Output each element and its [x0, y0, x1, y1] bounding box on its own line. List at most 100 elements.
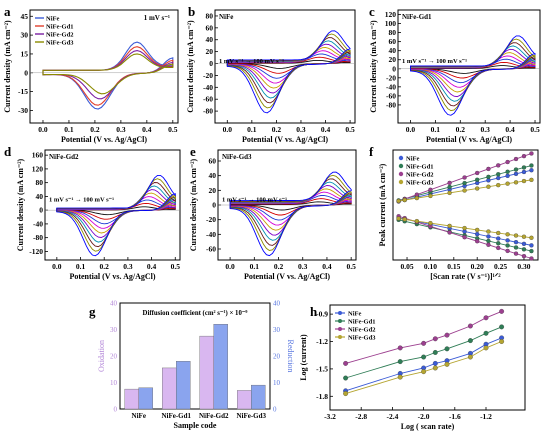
- y-tick-label-c: 120: [385, 10, 397, 19]
- y-tick-label-b: 60: [206, 23, 214, 32]
- data-point-NiFe-Gd1: [529, 163, 534, 168]
- data-point-NiFe-Gd2: [521, 153, 527, 159]
- x-tick-label-h: -2.0: [418, 412, 430, 421]
- data-point-NiFe-Gd2: [521, 253, 527, 259]
- plot-frame-f: [392, 149, 539, 261]
- panel-title-b: NiFe: [219, 13, 233, 21]
- data-point-NiFe-Gd3: [444, 361, 450, 367]
- y-tick-label-g: 10: [110, 379, 118, 387]
- panel-letter-c: c: [369, 4, 375, 19]
- y-tick-label-c: 60: [389, 37, 397, 46]
- data-point-NiFe-Gd3: [496, 183, 501, 188]
- y-tick-label-c: 80: [389, 28, 397, 37]
- y-tick-label-a: 45: [21, 12, 29, 21]
- y-tick-label-h: -1.2: [316, 337, 328, 346]
- legend-label-h: NiFe: [348, 311, 361, 318]
- data-point-NiFe-Gd2: [513, 156, 519, 162]
- legend-marker-f: [398, 155, 404, 161]
- data-point-NiFe: [505, 173, 510, 179]
- x-tick-label-e: 0.4: [322, 262, 332, 271]
- data-point-NiFe: [521, 169, 527, 175]
- bar-Reduction-NiFe-Gd2: [213, 324, 228, 410]
- data-point-NiFe-Gd3: [505, 232, 510, 237]
- x-tick-label-a: 0.5: [168, 125, 178, 134]
- legend-label-a: NiFe-Gd3: [46, 40, 74, 47]
- x-category-label-g: NiFe-Gd3: [236, 412, 266, 420]
- legend-label-f: NiFe-Gd1: [406, 164, 433, 171]
- cv-scan-curve-b: [226, 40, 351, 99]
- y-tick-label-b: 20: [206, 47, 214, 56]
- x-tick-label-d: 0.2: [100, 262, 110, 271]
- data-point-NiFe-Gd2: [513, 251, 519, 256]
- panel-letter-a: a: [4, 4, 11, 19]
- legend-marker-f: [398, 179, 404, 185]
- panel-letter-g: g: [89, 304, 96, 319]
- x-tick-label-d: 0.5: [171, 262, 181, 271]
- bar-Oxidation-NiFe-Gd2: [199, 335, 214, 410]
- legend-label-f: NiFe-Gd3: [406, 180, 434, 187]
- plot-frame-d: [44, 149, 181, 261]
- data-point-NiFe-Gd2: [486, 242, 491, 247]
- data-point-NiFe-Gd2: [529, 256, 534, 261]
- data-point-NiFe-Gd1: [421, 354, 427, 360]
- x-axis-label-g: Sample code: [174, 421, 217, 430]
- y-tick-label-e: 40: [209, 171, 217, 180]
- y-tick-label-b: 40: [206, 35, 214, 44]
- cv-curve-NiFe-Gd1: [42, 46, 174, 106]
- y-tick-label-e: -20: [206, 215, 216, 224]
- data-point-NiFe-Gd3: [462, 225, 467, 231]
- legend-marker-h: [338, 335, 342, 339]
- data-point-NiFe-Gd2: [475, 239, 480, 244]
- panel-title-c: NiFe-Gd1: [402, 13, 432, 21]
- y2-tick-label-g: 10: [273, 379, 281, 387]
- legend-label-h: NiFe-Gd2: [348, 327, 375, 334]
- cv-scan-curve-c: [410, 35, 536, 116]
- y-tick-label-g: 40: [110, 300, 118, 308]
- data-point-NiFe-Gd2: [343, 360, 349, 366]
- y-tick-label-e: -60: [206, 245, 216, 254]
- y-tick-label-c: 100: [385, 19, 397, 28]
- x-tick-label-e: 0.0: [225, 262, 235, 271]
- data-point-NiFe-Gd2: [505, 248, 510, 254]
- x-axis-label-b: Potential (V vs. Ag/AgCl): [242, 135, 328, 144]
- data-point-NiFe: [521, 241, 527, 246]
- scan-range-label-d: 1 mV s⁻¹ → 100 mV s⁻¹: [49, 197, 114, 204]
- plot-frame-h: [329, 304, 526, 411]
- panel-letter-h: h: [310, 304, 318, 319]
- data-point-NiFe-Gd3: [396, 216, 401, 221]
- y-tick-label-c: -80: [386, 100, 396, 109]
- data-point-NiFe: [432, 360, 438, 366]
- y-tick-label-a: 0: [24, 68, 28, 77]
- data-point-NiFe-Gd3: [447, 223, 452, 229]
- y-axis-label-d: Current density (mA cm⁻²): [16, 158, 25, 251]
- y-tick-label-d: -40: [33, 219, 43, 228]
- y-tick-label-c: -60: [386, 91, 396, 100]
- y2-tick-label-g: 30: [273, 326, 281, 334]
- y-axis-label-f: Peak current (mA cm⁻²): [378, 163, 387, 246]
- x-tick-label-b: 0.1: [247, 125, 257, 134]
- x-tick-label-h: -2.4: [386, 412, 398, 421]
- data-point-NiFe: [529, 243, 534, 248]
- y-axis-label-a: Current density (mA cm⁻²): [3, 20, 12, 113]
- y2-tick-label-g: 0: [273, 406, 277, 414]
- x-tick-label-f: 0.15: [447, 262, 460, 271]
- data-point-NiFe-Gd3: [505, 181, 510, 186]
- chart-title-g: Diffusion coefficient (cm² s⁻¹) × 10⁻⁹: [143, 310, 248, 317]
- data-point-NiFe-Gd3: [396, 198, 401, 204]
- scan-range-label-b: 1 mV s⁻¹ → 100 mV s⁻¹: [219, 58, 284, 65]
- cv-scan-curve-e: [229, 171, 352, 257]
- y-axis-label-e: Current density (mA cm⁻²): [189, 158, 198, 251]
- y-tick-label-h: -0.9: [316, 310, 328, 319]
- x-tick-label-a: 0.0: [38, 125, 48, 134]
- x-tick-label-e: 0.1: [250, 262, 260, 271]
- data-point-NiFe-Gd1: [521, 247, 527, 252]
- plot-frame-a: [29, 9, 179, 124]
- x-axis-label-e: Potential (V vs. Ag/AgCl): [244, 272, 330, 281]
- legend-label-h: NiFe-Gd1: [348, 319, 375, 326]
- data-point-NiFe-Gd1: [496, 241, 501, 246]
- y2-tick-label-g: 40: [273, 300, 281, 308]
- data-point-NiFe-Gd1: [505, 243, 510, 248]
- legend-label-f: NiFe: [406, 156, 419, 163]
- data-point-NiFe-Gd2: [421, 340, 427, 346]
